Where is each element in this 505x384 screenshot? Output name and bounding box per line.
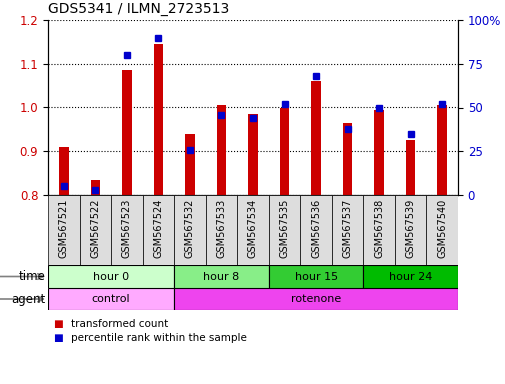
Bar xyxy=(394,195,426,265)
Bar xyxy=(363,195,394,265)
Text: percentile rank within the sample: percentile rank within the sample xyxy=(71,333,246,343)
Text: ■: ■ xyxy=(53,333,63,343)
Bar xyxy=(48,195,79,265)
Text: rotenone: rotenone xyxy=(290,294,340,304)
Bar xyxy=(331,195,363,265)
Bar xyxy=(311,81,320,195)
Bar xyxy=(59,147,68,195)
Text: GSM567523: GSM567523 xyxy=(122,199,132,258)
Text: GSM567524: GSM567524 xyxy=(153,199,163,258)
Text: transformed count: transformed count xyxy=(71,319,168,329)
Bar xyxy=(437,105,446,195)
Bar xyxy=(111,195,142,265)
Bar xyxy=(237,195,268,265)
Text: GSM567538: GSM567538 xyxy=(373,199,383,258)
Bar xyxy=(405,140,415,195)
Text: hour 0: hour 0 xyxy=(93,271,129,281)
Bar xyxy=(122,70,131,195)
Bar xyxy=(342,123,351,195)
Text: agent: agent xyxy=(12,293,46,306)
Bar xyxy=(299,195,331,265)
Text: GSM567539: GSM567539 xyxy=(405,199,415,258)
Text: hour 15: hour 15 xyxy=(294,271,337,281)
Bar xyxy=(248,114,257,195)
Bar xyxy=(206,195,237,265)
Text: GSM567540: GSM567540 xyxy=(436,199,446,258)
Bar xyxy=(279,108,289,195)
Bar xyxy=(174,288,457,310)
Text: GSM567522: GSM567522 xyxy=(90,199,100,258)
Text: time: time xyxy=(19,270,46,283)
Bar xyxy=(268,195,299,265)
Text: GSM567536: GSM567536 xyxy=(311,199,321,258)
Text: GDS5341 / ILMN_2723513: GDS5341 / ILMN_2723513 xyxy=(48,2,229,16)
Bar xyxy=(154,44,163,195)
Bar xyxy=(48,265,174,288)
Bar xyxy=(90,180,100,195)
Bar xyxy=(174,265,268,288)
Text: ■: ■ xyxy=(53,319,63,329)
Text: hour 8: hour 8 xyxy=(203,271,239,281)
Bar xyxy=(48,288,174,310)
Text: GSM567533: GSM567533 xyxy=(216,199,226,258)
Bar xyxy=(79,195,111,265)
Bar xyxy=(426,195,457,265)
Text: hour 24: hour 24 xyxy=(388,271,432,281)
Bar xyxy=(216,105,226,195)
Text: GSM567534: GSM567534 xyxy=(247,199,258,258)
Bar xyxy=(174,195,206,265)
Text: GSM567521: GSM567521 xyxy=(59,199,69,258)
Bar xyxy=(363,265,457,288)
Text: GSM567535: GSM567535 xyxy=(279,199,289,258)
Bar xyxy=(268,265,363,288)
Bar xyxy=(185,134,194,195)
Bar xyxy=(142,195,174,265)
Text: control: control xyxy=(91,294,130,304)
Text: GSM567532: GSM567532 xyxy=(184,199,194,258)
Bar xyxy=(374,110,383,195)
Text: GSM567537: GSM567537 xyxy=(342,199,352,258)
